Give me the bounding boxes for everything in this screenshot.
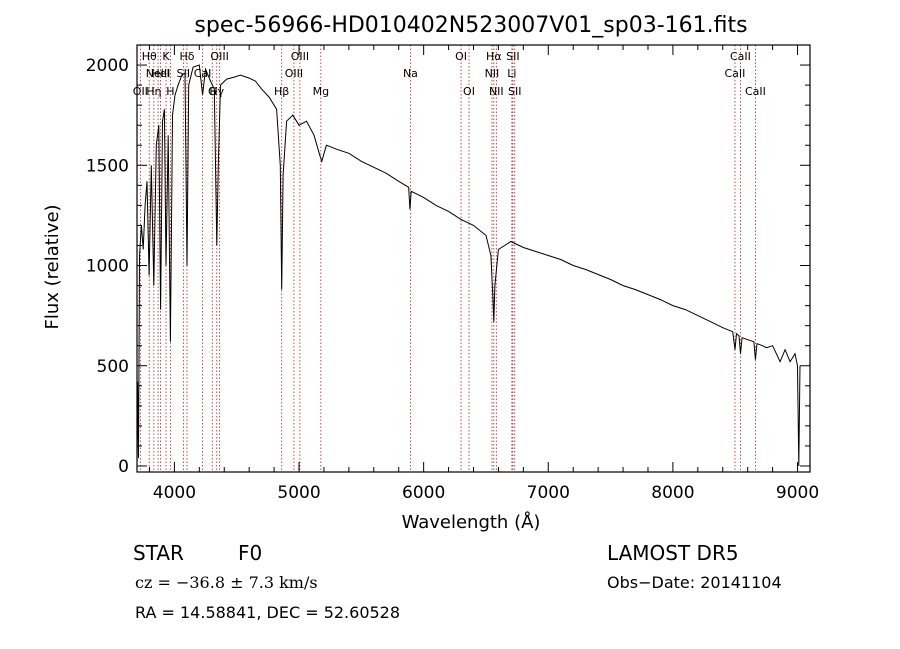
spectral-line-label: Na [403,67,418,80]
spectral-line-label: OIII [210,50,228,63]
spectral-line-label: K [162,50,170,63]
object-class: STAR [133,541,184,565]
y-axis-ticks: 0 500 1000 1500 2000 [86,56,810,477]
spectral-line-markers [139,45,756,472]
spectral-line-label: OI [455,50,467,63]
spectral-line-label: CaII [745,85,766,98]
chart-title: spec-56966-HD010402N523007V01_sp03-161.f… [194,13,747,38]
spectral-line-label: CaI [194,67,212,80]
spectral-line-label: Hδ [179,50,194,63]
spectral-line-label: SII [506,50,519,63]
y-tick-label: 2000 [86,56,129,76]
spectrum-line [136,64,801,467]
x-tick-label: 5000 [277,483,320,503]
spectral-line-label: G [208,85,217,98]
spectral-line-label: Hθ [142,50,157,63]
spectral-line-label: SII [177,67,190,80]
spectral-line-label: CaII [725,67,746,80]
y-tick-label: 1500 [86,156,129,176]
spectral-line-label: Mg [313,85,329,98]
y-tick-label: 0 [118,457,129,477]
spectral-line-label: NeIII [146,67,171,80]
spectral-line-label: OI [463,85,475,98]
spectral-line-label: HeI [151,67,169,80]
spectral-line-label: CaII [730,50,751,63]
spectral-line-label: Hγ [209,85,224,98]
object-subclass: F0 [238,541,263,565]
spectral-line-label: NII [485,67,500,80]
y-tick-label: 1000 [86,257,129,277]
spectral-line-label: OIII [291,50,309,63]
cz-value: cz = −36.8 ± 7.3 km/s [135,573,318,592]
x-axis-label: Wavelength (Å) [402,511,541,533]
spectral-line-label: Hβ [274,85,289,98]
plot-frame [136,44,811,473]
spectral-line-label: Hη [146,85,161,98]
x-tick-label: 8000 [651,483,694,503]
spectral-line-label: H [166,85,174,98]
spectral-line-label: NII [489,85,504,98]
spectral-line-label: OIII [285,67,303,80]
x-tick-label: 7000 [527,483,570,503]
x-tick-label: 9000 [776,483,819,503]
x-tick-label: 6000 [402,483,445,503]
coordinates: RA = 14.58841, DEC = 52.60528 [135,603,401,622]
y-axis-label: Flux (relative) [42,204,63,329]
survey-name: LAMOST DR5 [607,541,739,565]
y-tick-label: 500 [97,357,129,377]
spectral-line-label: SII [508,85,521,98]
x-tick-label: 4000 [153,483,196,503]
spectral-line-label: Hα [486,50,502,63]
x-axis-ticks: 4000 5000 6000 7000 8000 9000 [148,45,819,503]
spectral-line-label: Li [507,67,516,80]
obs-date: Obs−Date: 20141104 [607,573,782,592]
